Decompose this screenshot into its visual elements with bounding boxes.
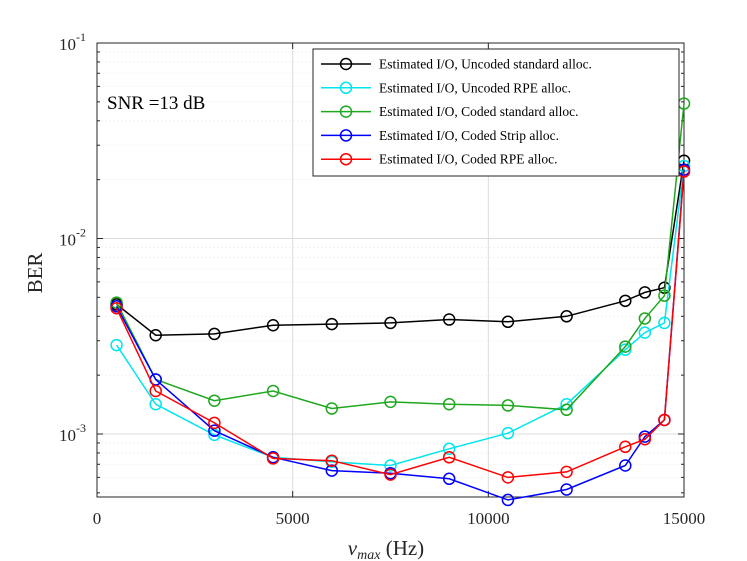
data-point <box>208 416 221 430</box>
data-point <box>619 343 632 356</box>
data-point <box>208 394 221 407</box>
series-5 <box>110 165 691 484</box>
data-point <box>149 328 162 342</box>
data-point <box>619 459 632 472</box>
x-tick-label: 0 <box>93 509 102 528</box>
data-point <box>266 318 280 332</box>
y-tick-label: 10-3 <box>59 421 86 445</box>
legend-marker-swatch <box>339 81 353 95</box>
legend: Estimated I/O, Uncoded standard alloc. Es… <box>312 48 680 177</box>
x-axis-subscript: max <box>357 548 381 561</box>
data-point <box>442 442 456 456</box>
data-point <box>501 493 515 507</box>
data-point <box>658 289 671 302</box>
series-3 <box>110 97 691 417</box>
x-tick-label: 5000 <box>276 509 310 528</box>
data-point <box>501 471 515 484</box>
series-group <box>110 97 691 507</box>
data-point <box>208 428 221 442</box>
legend-entry: Estimated I/O, Uncoded RPE alloc. <box>321 80 571 95</box>
data-point <box>638 312 652 325</box>
data-point <box>560 310 573 323</box>
legend-label: Estimated I/O, Coded standard alloc. <box>379 104 578 119</box>
legend-entry: Estimated I/O, Coded standard alloc. <box>321 104 578 119</box>
data-point <box>501 315 515 329</box>
data-point <box>638 326 652 339</box>
legend-entry: Estimated I/O, Coded Strip alloc. <box>321 128 559 143</box>
data-point <box>325 402 339 415</box>
data-point <box>110 296 123 309</box>
series-line <box>115 171 685 479</box>
x-axis-title: νmax (Hz) <box>348 536 424 561</box>
data-point <box>149 384 162 398</box>
data-point <box>560 483 573 496</box>
data-point <box>325 317 339 331</box>
data-point <box>384 459 397 472</box>
legend-box <box>312 48 680 177</box>
series-line <box>115 169 685 501</box>
x-axis-unit: (Hz) <box>380 536 424 560</box>
data-point <box>638 433 652 446</box>
data-point <box>619 294 632 308</box>
legend-marker-swatch <box>339 57 353 71</box>
data-point <box>442 313 456 326</box>
data-point <box>208 424 221 437</box>
data-point <box>384 468 397 481</box>
data-point <box>619 340 632 353</box>
data-point <box>638 286 652 299</box>
legend-marker-swatch <box>339 105 353 118</box>
series-line <box>115 103 685 411</box>
y-tick-label: 10-1 <box>59 30 86 54</box>
data-point <box>619 440 632 454</box>
series-line <box>115 165 685 467</box>
legend-label: Estimated I/O, Coded RPE alloc. <box>379 152 557 167</box>
data-point <box>208 327 221 341</box>
data-point <box>560 403 573 417</box>
y-tick-label: 10-2 <box>59 226 86 250</box>
legend-marker-swatch <box>339 129 353 142</box>
data-point <box>384 395 397 409</box>
legend-entry: Estimated I/O, Uncoded standard alloc. <box>321 57 592 72</box>
axes-box <box>96 42 685 498</box>
data-point <box>325 464 339 477</box>
data-point <box>560 465 573 479</box>
legend-entry: Estimated I/O, Coded RPE alloc. <box>321 152 557 167</box>
legend-marker-swatch <box>339 152 353 166</box>
data-point <box>110 301 123 315</box>
data-point <box>266 452 280 465</box>
tick-labels: 0 5000 10000 15000 10-3 10-2 10-1 <box>59 30 705 528</box>
data-point <box>442 451 456 464</box>
legend-label: Estimated I/O, Uncoded standard alloc. <box>379 57 592 72</box>
x-tick-label: 10000 <box>467 509 510 528</box>
data-point <box>384 316 397 330</box>
series-line <box>116 160 685 336</box>
data-point <box>442 397 456 411</box>
data-point <box>658 316 671 330</box>
data-point <box>110 338 123 352</box>
data-point <box>149 397 162 411</box>
snr-annotation: SNR =13 dB <box>107 93 205 114</box>
legend-label: Estimated I/O, Coded Strip alloc. <box>379 128 559 143</box>
data-point <box>442 472 456 486</box>
x-tick-label: 15000 <box>663 509 706 528</box>
axes <box>96 42 685 498</box>
data-point <box>501 399 515 412</box>
data-point <box>266 384 280 398</box>
legend-label: Estimated I/O, Uncoded RPE alloc. <box>379 80 571 95</box>
data-point <box>325 454 339 467</box>
data-point <box>501 426 515 440</box>
x-axis-symbol: ν <box>348 536 358 560</box>
y-axis-title: BER <box>23 253 47 294</box>
data-point <box>658 413 671 427</box>
